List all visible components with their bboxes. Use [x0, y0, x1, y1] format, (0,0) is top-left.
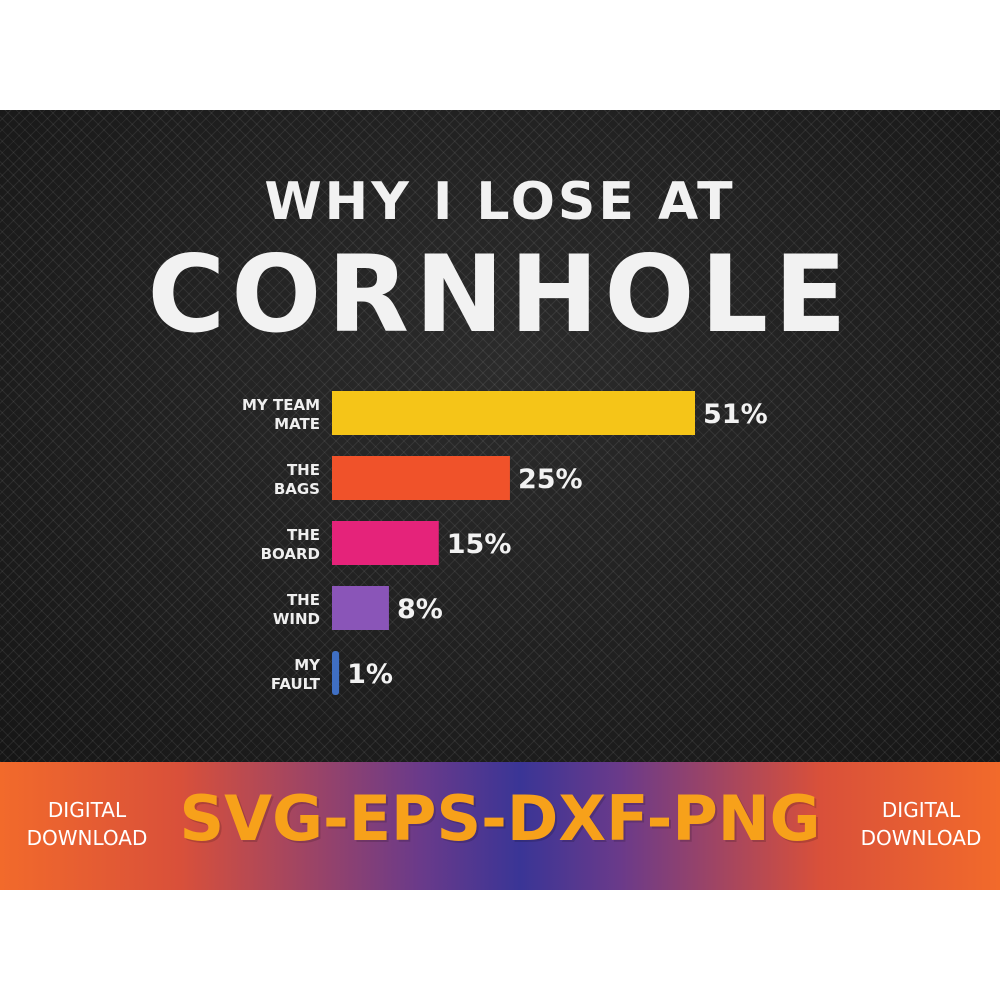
chart-subtitle: CORNHOLE: [147, 233, 853, 356]
chart-title: WHY I LOSE AT: [264, 172, 736, 232]
category-label-2-line1: THE: [287, 526, 320, 544]
bar-2: [332, 521, 439, 565]
category-label-3-line1: THE: [287, 591, 320, 609]
value-label-0: 51%: [703, 399, 768, 430]
category-label-3-line2: WIND: [273, 610, 320, 628]
digital-download-right-line2: DOWNLOAD: [860, 826, 982, 850]
bar-4: [332, 651, 340, 695]
file-formats: SVG-EPS-DXF-PNG: [179, 782, 821, 855]
category-label-1-line2: BAGS: [274, 480, 320, 498]
category-label-4-line1: MY: [294, 656, 321, 674]
value-label-2: 15%: [447, 529, 512, 560]
digital-download-left: DIGITAL DOWNLOAD: [12, 796, 162, 852]
category-label-1-line1: THE: [287, 461, 320, 479]
value-label-1: 25%: [518, 464, 583, 495]
category-label-0-line2: MATE: [274, 415, 320, 433]
category-label-0-line1: MY TEAM: [242, 396, 320, 414]
bar-3: [332, 586, 389, 630]
bar-0: [332, 391, 695, 435]
digital-download-left-line2: DOWNLOAD: [26, 826, 148, 850]
value-label-4: 1%: [347, 659, 393, 690]
digital-download-right-line1: DIGITAL: [881, 798, 961, 822]
download-banner: DIGITAL DOWNLOAD SVG-EPS-DXF-PNG DIGITAL…: [0, 762, 1000, 890]
digital-download-left-line1: DIGITAL: [47, 798, 127, 822]
chart-panel: WHY I LOSE AT CORNHOLE MY TEAM MATE 51% THE…: [0, 110, 1000, 762]
digital-download-right: DIGITAL DOWNLOAD: [846, 796, 996, 852]
category-label-2-line2: BOARD: [261, 545, 320, 563]
bar-1: [332, 456, 510, 500]
category-label-4-line2: FAULT: [271, 675, 321, 693]
value-label-3: 8%: [397, 594, 443, 625]
